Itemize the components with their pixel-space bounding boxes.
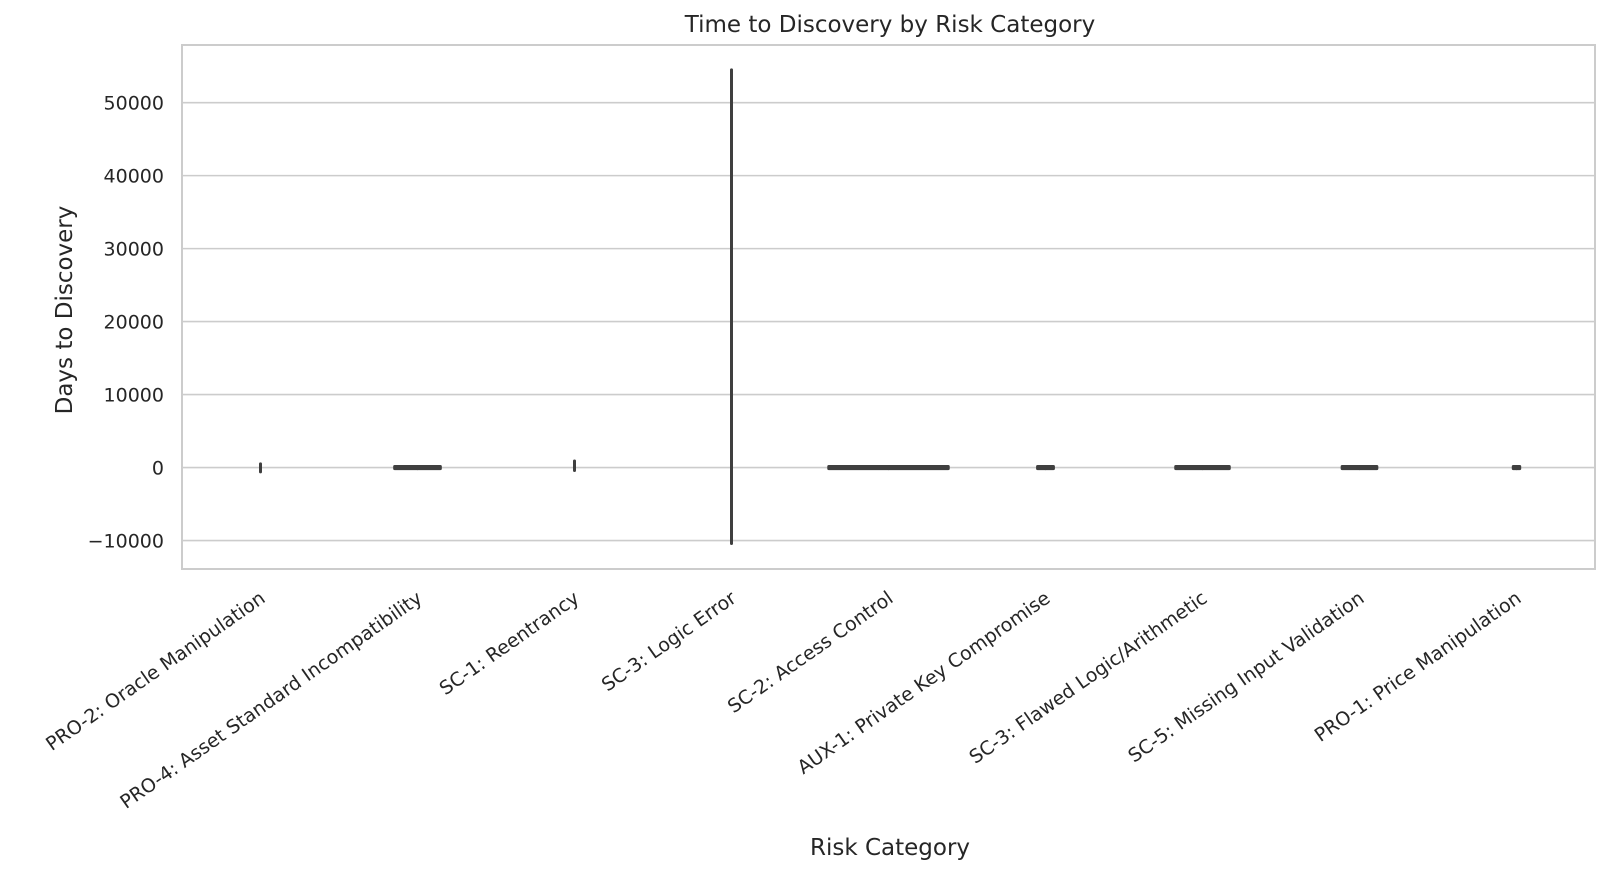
x-axis-label: Risk Category (810, 835, 970, 861)
y-tick-label: −10000 (88, 531, 164, 553)
x-tick-label: PRO-4: Asset Standard Incompatibility (116, 587, 426, 813)
y-tick-label: 40000 (104, 166, 164, 188)
y-tick-label: 10000 (104, 385, 164, 407)
y-tick-label: 30000 (104, 239, 164, 261)
x-tick-label: AUX-1: Private Key Compromise (794, 587, 1055, 779)
y-tick-label: 50000 (104, 93, 164, 115)
chart-title: Time to Discovery by Risk Category (684, 12, 1096, 38)
violin-marks (259, 68, 1522, 545)
gridlines (182, 101, 1595, 542)
y-axis-label: Days to Discovery (52, 206, 78, 415)
x-tick-label: SC-1: Reentrancy (435, 587, 583, 700)
y-tick-labels: −10000 0 10000 20000 30000 40000 50000 (88, 93, 164, 553)
plot-frame (181, 44, 1596, 570)
x-tick-label: SC-3: Logic Error (598, 587, 741, 696)
x-tick-label: SC-2: Access Control (724, 587, 898, 718)
y-tick-label: 20000 (104, 312, 164, 334)
y-tick-label: 0 (152, 458, 164, 480)
